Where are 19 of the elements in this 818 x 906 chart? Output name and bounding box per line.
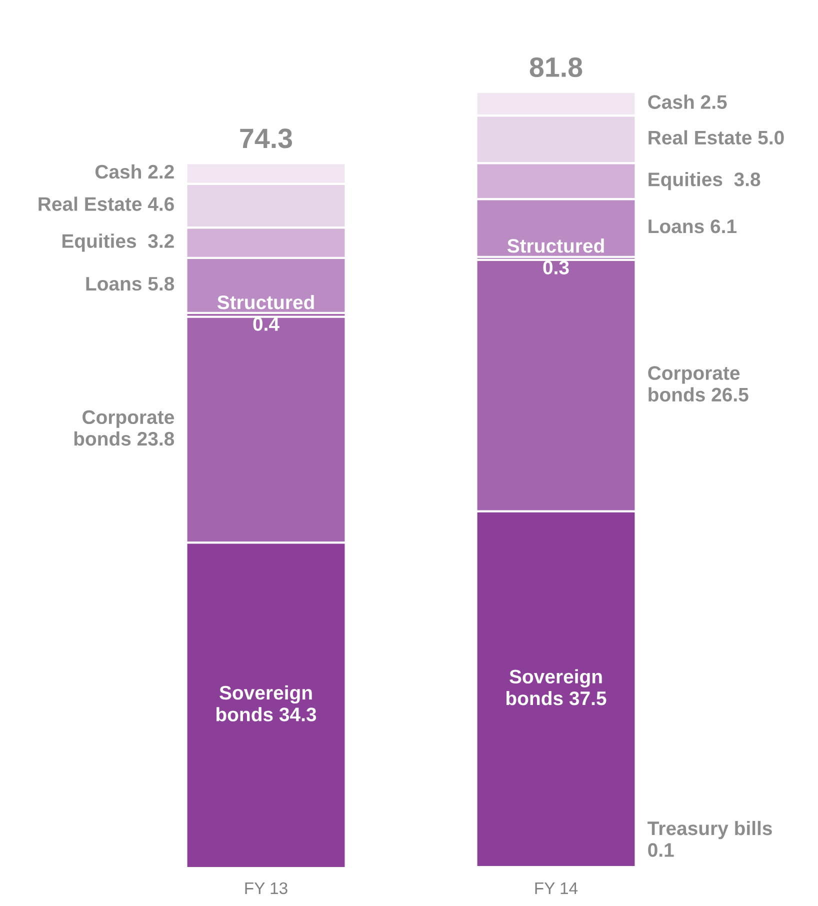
- data-label: Sovereign bonds 34.3: [216, 685, 316, 722]
- total-label: 81.8: [530, 57, 582, 78]
- annotation: Corporate bonds 23.8: [74, 410, 174, 446]
- annotation: Real Estate 4.6: [38, 196, 174, 211]
- total-label: 74.3: [240, 128, 292, 148]
- data-label: Structured 0.3: [507, 238, 604, 274]
- x-tick-label: FY 14: [535, 882, 578, 894]
- annotation: Equities 3.2: [62, 234, 174, 252]
- annotation: Loans 6.1: [648, 219, 736, 234]
- annotation: Cash 2.5: [648, 94, 727, 109]
- annotation: Loans 5.8: [86, 276, 174, 291]
- annotation: Real Estate 5.0: [648, 130, 784, 145]
- annotation: Corporate bonds 26.5: [648, 366, 748, 402]
- annotation: Treasury bills 0.1: [648, 820, 772, 857]
- annotation: Equities 3.8: [648, 172, 760, 190]
- data-label: Sovereign bonds 37.5: [506, 669, 606, 706]
- x-tick-label: FY 13: [245, 882, 288, 894]
- annotation: Cash 2.2: [95, 164, 174, 179]
- data-label: Structured 0.4: [217, 294, 314, 331]
